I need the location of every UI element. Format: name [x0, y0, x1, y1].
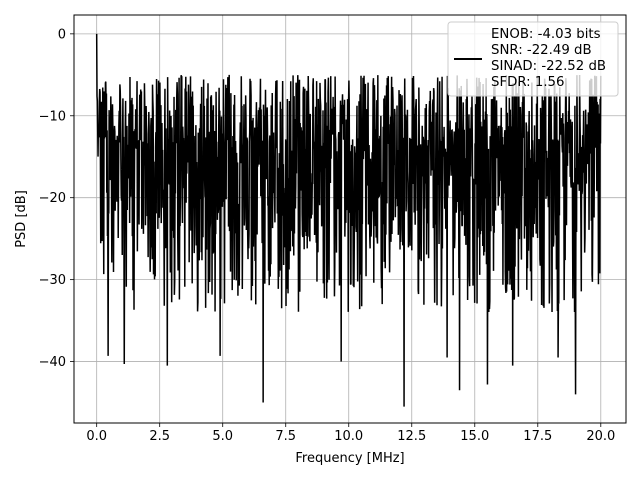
x-tick-label: 15.0	[460, 429, 489, 444]
legend-entry-sinad: SINAD: -22.52 dB	[491, 59, 606, 74]
y-tick-label: −10	[39, 109, 66, 124]
x-tick-label: 5.0	[212, 429, 233, 444]
axis-ticks: 0.0 2.5 5.0 7.5 10.0 12.5 15.0 17.5 20.0 0 −10 −20 −…	[39, 27, 616, 444]
plot-area	[95, 33, 602, 407]
legend-entry-snr: SNR: -22.49 dB	[491, 43, 592, 58]
y-tick-label: −40	[39, 355, 66, 370]
psd-series-line	[95, 33, 602, 407]
y-tick-label: −30	[39, 273, 66, 288]
x-tick-label: 2.5	[149, 429, 170, 444]
y-tick-label: 0	[58, 27, 66, 42]
x-tick-label: 20.0	[586, 429, 615, 444]
x-tick-label: 7.5	[275, 429, 296, 444]
axes-frame	[73, 14, 627, 424]
legend-entry-sfdr: SFDR: 1.56	[491, 75, 564, 90]
x-tick-label: 12.5	[397, 429, 426, 444]
legend-entry-enob: ENOB: -4.03 bits	[491, 27, 601, 42]
y-axis-label: PSD [dB]	[14, 190, 29, 248]
x-axis-label: Frequency [MHz]	[295, 451, 404, 466]
x-tick-label: 10.0	[334, 429, 363, 444]
x-tick-label: 17.5	[523, 429, 552, 444]
legend-box	[447, 21, 619, 97]
x-tick-label: 0.0	[86, 429, 107, 444]
y-tick-label: −20	[39, 191, 66, 206]
legend: ENOB: -4.03 bits SNR: -22.49 dB SINAD: -…	[447, 21, 619, 97]
